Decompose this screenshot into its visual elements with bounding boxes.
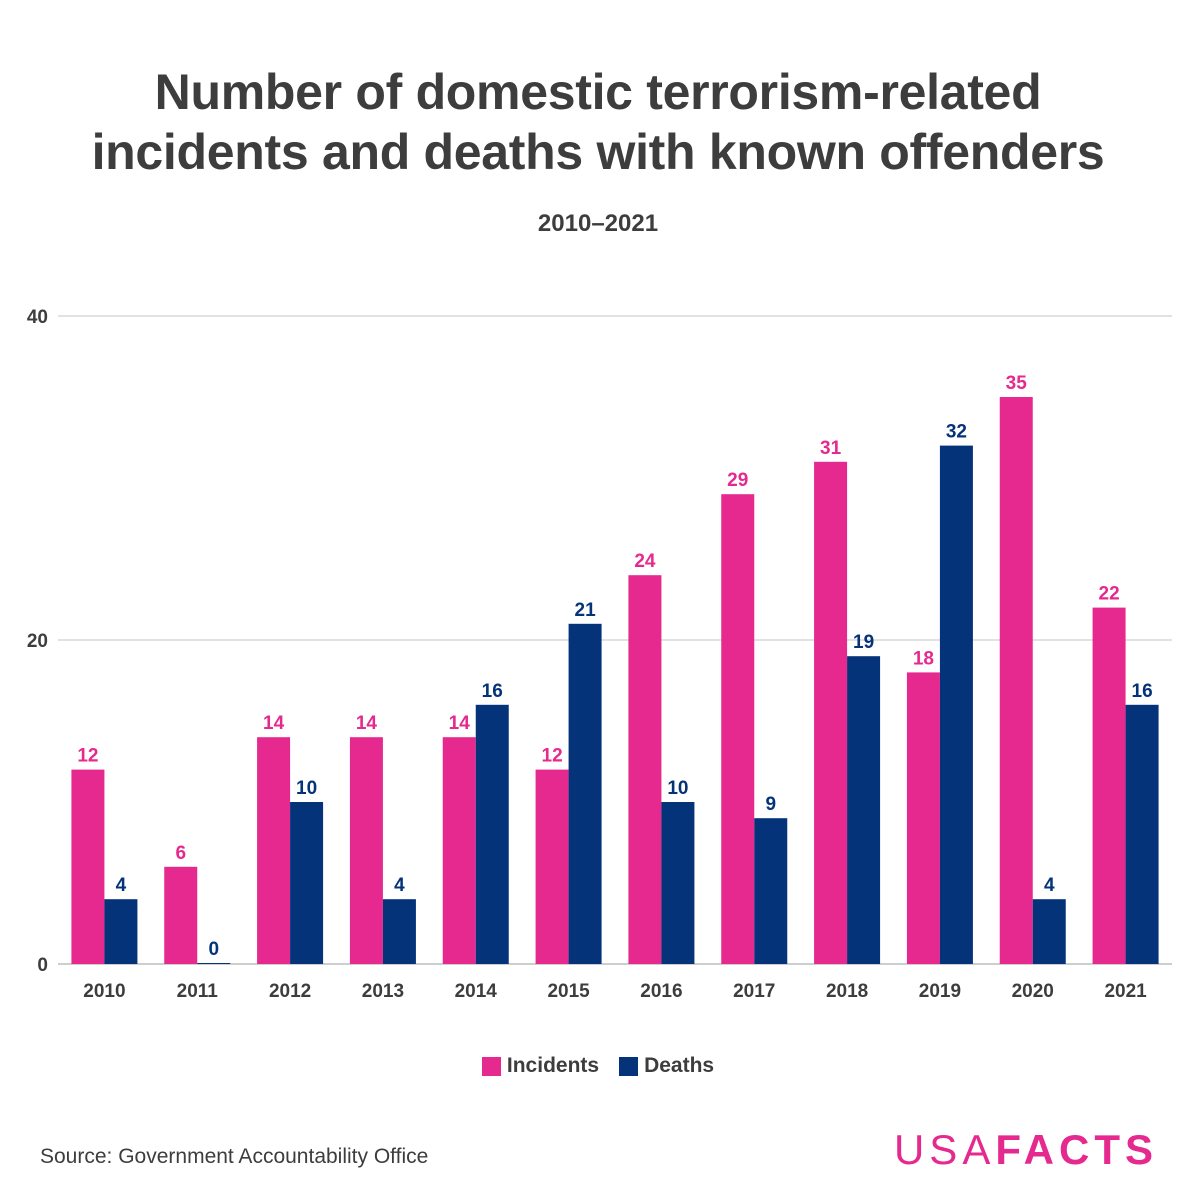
data-label-deaths: 16	[482, 681, 503, 702]
data-label-incidents: 14	[263, 713, 285, 734]
chart-title: Number of domestic terrorism-related inc…	[0, 62, 1196, 182]
data-label-deaths: 16	[1132, 681, 1153, 702]
data-label-incidents: 31	[820, 438, 842, 459]
data-label-deaths: 4	[116, 875, 127, 896]
data-label-deaths: 32	[946, 422, 967, 443]
data-label-incidents: 18	[913, 648, 934, 669]
data-label-deaths: 19	[853, 632, 874, 653]
x-tick-label: 2015	[547, 981, 590, 1002]
source-note: Source: Government Accountability Office	[40, 1145, 429, 1168]
x-tick-label: 2018	[826, 981, 868, 1002]
bar-incidents	[164, 866, 198, 964]
x-tick-label: 2011	[177, 981, 219, 1002]
y-tick-label: 40	[27, 307, 48, 328]
legend-item-incidents: Incidents	[481, 1054, 600, 1078]
data-label-incidents: 6	[175, 843, 186, 864]
data-label-incidents: 29	[727, 470, 748, 491]
bar-deaths	[1125, 704, 1159, 964]
logo-text-light: USA	[893, 1126, 996, 1173]
bar-incidents	[814, 461, 848, 964]
chart-title-line-1: Number of domestic terrorism-related	[154, 64, 1042, 120]
data-label-deaths: 4	[394, 875, 405, 896]
data-label-deaths: 0	[208, 939, 219, 960]
bar-deaths	[104, 899, 138, 964]
logo-text-bold: FACTS	[995, 1126, 1158, 1173]
legend-label-incidents: Incidents	[506, 1054, 600, 1077]
bar-deaths	[475, 704, 509, 964]
data-label-deaths: 10	[296, 778, 317, 799]
legend-swatch-deaths	[619, 1056, 639, 1076]
bar-incidents	[349, 737, 383, 964]
chart-title-line-2: incidents and deaths with known offender…	[91, 124, 1105, 180]
x-tick-label: 2021	[1104, 981, 1147, 1002]
data-label-incidents: 12	[77, 746, 98, 767]
x-tick-label: 2016	[640, 981, 682, 1002]
chart-subtitle: 2010–2021	[537, 210, 659, 237]
bar-incidents	[999, 397, 1033, 964]
data-label-incidents: 22	[1099, 584, 1120, 605]
bar-deaths	[197, 963, 231, 964]
bar-incidents	[257, 737, 291, 964]
y-tick-label: 0	[37, 955, 48, 976]
data-label-deaths: 9	[765, 794, 776, 815]
bar-incidents	[1092, 607, 1126, 964]
x-tick-label: 2013	[362, 981, 404, 1002]
bar-incidents	[906, 672, 940, 964]
bar-incidents	[71, 769, 105, 964]
usafacts-logo: USAFACTS	[894, 1126, 1158, 1174]
x-tick-label: 2012	[269, 981, 311, 1002]
bar-incidents	[535, 769, 569, 964]
legend-label-deaths: Deaths	[644, 1054, 715, 1077]
data-label-incidents: 14	[356, 713, 378, 734]
bar-deaths	[754, 818, 788, 964]
bar-deaths	[382, 899, 416, 964]
data-label-incidents: 35	[1006, 373, 1028, 394]
legend-swatch-incidents	[481, 1056, 501, 1076]
data-label-deaths: 10	[667, 778, 688, 799]
bar-deaths	[290, 802, 324, 964]
data-label-deaths: 4	[1044, 875, 1055, 896]
data-label-incidents: 14	[449, 713, 471, 734]
y-tick-label: 20	[27, 631, 48, 652]
bar-incidents	[442, 737, 476, 964]
legend-item-deaths: Deaths	[619, 1054, 714, 1078]
data-label-incidents: 24	[634, 551, 656, 572]
x-tick-label: 2017	[733, 981, 775, 1002]
bar-incidents	[628, 575, 662, 964]
bar-incidents	[721, 494, 755, 964]
chart-legend: Incidents Deaths	[0, 1054, 1196, 1078]
data-label-deaths: 21	[575, 600, 597, 621]
bar-deaths	[568, 623, 602, 964]
data-label-incidents: 12	[542, 746, 563, 767]
bar-chart: 0 20 40 12 4 2010 6 0 2011 14 10 2012 14 4 2013 14 16 201…	[27, 307, 1172, 1002]
bar-deaths	[1032, 899, 1066, 964]
bar-deaths	[847, 656, 881, 964]
bar-deaths	[939, 445, 973, 965]
bar-deaths	[661, 802, 695, 964]
x-tick-label: 2020	[1012, 981, 1054, 1002]
x-tick-label: 2014	[455, 981, 498, 1002]
x-tick-label: 2010	[83, 981, 125, 1002]
x-tick-label: 2019	[919, 981, 961, 1002]
